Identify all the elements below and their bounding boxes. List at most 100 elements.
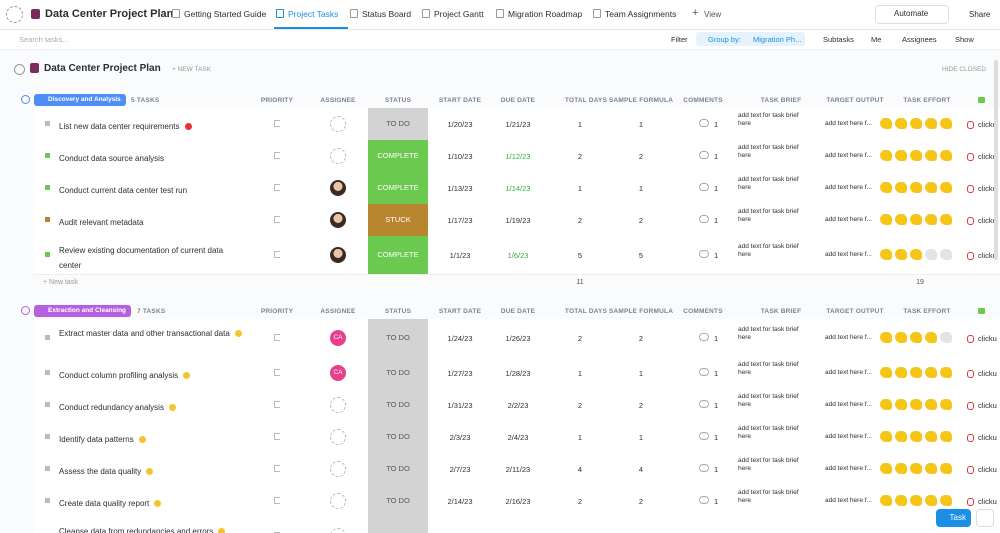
toolbar-me[interactable]: Me	[871, 35, 882, 44]
tab[interactable]: Status Board	[362, 9, 412, 19]
effort-icon	[895, 214, 907, 225]
comment-icon[interactable]	[699, 119, 709, 127]
effort-icon	[895, 495, 907, 506]
toolbar-show[interactable]: Show	[955, 35, 974, 44]
toolbar-subtasks[interactable]: Subtasks	[823, 35, 854, 44]
status-cell[interactable]: TO DO	[368, 517, 428, 533]
status-cell[interactable]: TO DO	[368, 421, 428, 453]
priority-flag[interactable]	[274, 152, 280, 159]
effort-icon	[910, 118, 922, 129]
task-name[interactable]: Conduct column profiling analysis	[59, 368, 244, 383]
group-toggle[interactable]	[21, 306, 30, 315]
assignee-empty[interactable]	[330, 493, 346, 509]
task-name[interactable]: Conduct data source analysis	[59, 154, 164, 163]
comment-icon[interactable]	[699, 250, 709, 258]
task-button[interactable]: Task	[936, 509, 971, 527]
effort-icon	[940, 332, 952, 343]
assignee-empty[interactable]	[330, 116, 346, 132]
automate-btn[interactable]	[875, 5, 949, 24]
tab[interactable]: Getting Started Guide	[184, 9, 267, 19]
status-cell[interactable]: STUCK	[368, 204, 428, 236]
group-new-task[interactable]: + New task	[43, 279, 78, 286]
list-new-task[interactable]: + NEW TASK	[172, 66, 211, 73]
status-cell[interactable]: COMPLETE	[368, 236, 428, 274]
effort-icon	[880, 118, 892, 129]
assignee-empty[interactable]	[330, 429, 346, 445]
comment-icon[interactable]	[699, 215, 709, 223]
assignee-empty[interactable]	[330, 397, 346, 413]
task-name[interactable]: Create data quality report	[59, 496, 244, 511]
task-name[interactable]: Assess the data quality	[59, 464, 244, 479]
assignee-empty[interactable]	[330, 461, 346, 477]
link: clicku	[978, 497, 997, 506]
comment-icon[interactable]	[699, 151, 709, 159]
toolbar-group-by[interactable]: Group by:	[708, 35, 741, 44]
link-icon	[967, 217, 974, 225]
comment-icon[interactable]	[699, 333, 709, 341]
column-header: TASK EFFORT	[903, 97, 951, 104]
priority-flag[interactable]	[274, 334, 280, 341]
tab[interactable]: Migration Roadmap	[508, 9, 583, 19]
priority-flag[interactable]	[274, 216, 280, 223]
comment-icon[interactable]	[699, 368, 709, 376]
task-brief: add text for task brief here	[738, 489, 799, 504]
add-view[interactable]: View	[704, 10, 722, 19]
priority-flag[interactable]	[274, 497, 280, 504]
sample-formula: 2	[638, 152, 644, 161]
group-toggle[interactable]	[21, 95, 30, 104]
apps-button[interactable]	[976, 509, 994, 527]
effort-icon	[925, 182, 937, 193]
search[interactable]: Search tasks...	[19, 35, 69, 44]
task-name[interactable]: Extract master data and other transactio…	[59, 326, 244, 341]
task-badge	[146, 468, 154, 475]
toolbar-assignees[interactable]: Assignees	[902, 35, 937, 44]
tab[interactable]: Team Assignments	[605, 9, 677, 19]
link-icon	[967, 153, 974, 161]
priority-flag[interactable]	[274, 120, 280, 127]
task-name[interactable]: Conduct redundancy analysis	[59, 400, 244, 415]
tab[interactable]: Project Gantt	[434, 9, 484, 19]
link-col-icon	[978, 308, 985, 314]
comment-icon[interactable]	[699, 432, 709, 440]
comment-icon[interactable]	[699, 400, 709, 408]
comment-icon[interactable]	[699, 464, 709, 472]
priority-flag[interactable]	[274, 401, 280, 408]
comments: 1	[714, 401, 719, 410]
priority-flag[interactable]	[274, 433, 280, 440]
status-cell[interactable]: COMPLETE	[368, 172, 428, 204]
comment-icon[interactable]	[699, 496, 709, 504]
share[interactable]: Share	[969, 10, 991, 19]
assignee-empty[interactable]	[330, 148, 346, 164]
effort-icon	[940, 150, 952, 161]
automate[interactable]: Automate	[894, 9, 929, 18]
hide-closed[interactable]: HIDE CLOSED	[942, 66, 987, 73]
status-cell[interactable]: TO DO	[368, 319, 428, 357]
priority-flag[interactable]	[274, 251, 280, 258]
priority-flag[interactable]	[274, 184, 280, 191]
comment-icon[interactable]	[699, 183, 709, 191]
start-date: 1/17/23	[447, 216, 473, 225]
start-date: 2/3/23	[449, 433, 471, 442]
priority-flag[interactable]	[274, 369, 280, 376]
priority-flag[interactable]	[274, 465, 280, 472]
status-cell[interactable]: TO DO	[368, 453, 428, 485]
tab[interactable]: Project Tasks	[288, 9, 339, 19]
effort-icon	[925, 118, 937, 129]
task-name[interactable]: Identify data patterns	[59, 432, 244, 447]
task-effort	[880, 182, 958, 194]
status-cell[interactable]: TO DO	[368, 389, 428, 421]
status-cell[interactable]: TO DO	[368, 108, 428, 140]
task-name[interactable]: Conduct current data center test run	[59, 186, 188, 195]
status-cell[interactable]: COMPLETE	[368, 140, 428, 172]
target-output: add text here f...	[825, 401, 872, 408]
task-name[interactable]: Review existing documentation of current…	[59, 246, 224, 270]
effort-icon	[895, 463, 907, 474]
status-cell[interactable]: TO DO	[368, 485, 428, 517]
task-name[interactable]: Audit relevant metadata	[59, 218, 144, 227]
toolbar-group-value[interactable]: Migration Ph...	[753, 35, 802, 44]
task-name[interactable]: List new data center requirements	[59, 119, 244, 134]
status-cell[interactable]: TO DO	[368, 357, 428, 389]
due-date: 1/26/23	[505, 334, 531, 343]
task-name[interactable]: Cleanse data from redundancies and error…	[59, 524, 244, 533]
toolbar-filter[interactable]: Filter	[671, 35, 688, 44]
